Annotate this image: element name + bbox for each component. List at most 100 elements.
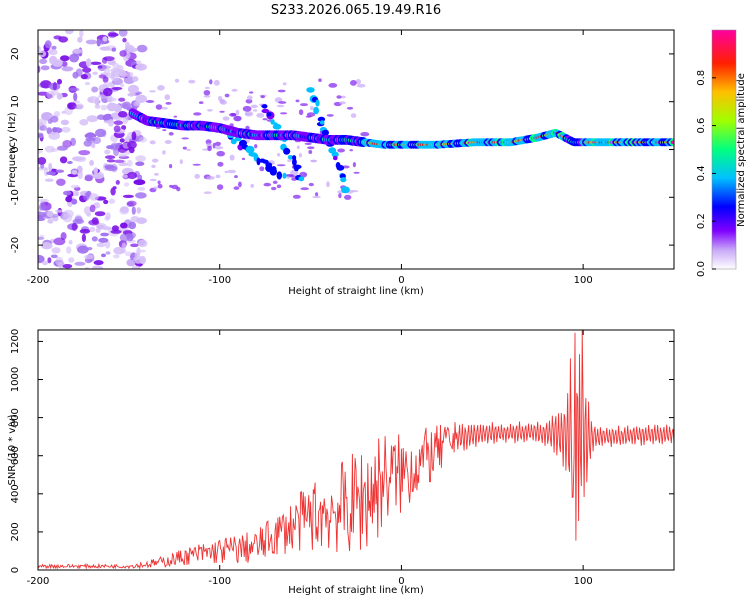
heatmap-scatter-blob [355,79,361,85]
y-tick-label: 0 [10,567,21,573]
heatmap-scatter-blob [259,166,265,172]
heatmap-noise-blob [71,198,78,205]
figure-title: S233.2026.065.19.49.R16 [271,3,441,18]
heatmap-scatter-blob [295,99,300,103]
heatmap-streak-blob [282,172,287,179]
heatmap-scatter-blob [169,184,173,188]
heatmap-scatter-blob [207,145,212,152]
heatmap-noise-blob [106,145,114,150]
heatmap-scatter-blob [203,95,211,98]
heatmap-scatter-blob [298,109,304,116]
heatmap-noise-blob [106,102,118,112]
heatmap-noise-blob [97,114,106,120]
heatmap-scatter-blob [276,164,286,167]
y-tick-label: 400 [10,484,21,503]
heatmap-noise-blob [135,60,142,65]
heatmap-noise-blob [68,239,73,245]
heatmap-noise-blob [83,206,92,215]
heatmap-noise-blob [139,249,146,253]
heatmap-noise-blob [77,170,83,180]
heatmap-noise-blob [125,41,130,50]
heatmap-noise-blob [39,202,47,211]
heatmap-noise-blob [68,87,80,92]
snr-x-ticks: -200 -100 0 100 [27,330,593,587]
heatmap-scatter-blob [315,192,319,197]
heatmap-noise-blob [56,178,66,186]
heatmap-scatter-blob [309,106,314,111]
y-tick-label: 10 [10,95,21,108]
heatmap-streak-blob [230,138,237,145]
heatmap-noise-blob [89,160,94,166]
heatmap-scatter-blob [164,94,171,101]
heatmap-noise-blob [103,199,109,205]
heatmap-noise-blob [106,94,113,103]
x-tick-label: 0 [398,576,404,587]
heatmap-noise-blob [53,35,62,40]
heatmap-noise-blob [79,119,89,126]
y-tick-label: -10 [10,189,21,205]
heatmap-scatter-blob [287,159,292,162]
heatmap-noise-blob [125,71,134,78]
heatmap-noise-blob [118,30,128,37]
heatmap-noise-blob [135,155,147,162]
heatmap-noise-blob [94,104,101,109]
heatmap-noise-blob [41,242,53,250]
heatmap-noise-blob [108,32,119,37]
heatmap-noise-blob [131,206,136,215]
heatmap-scatter-blob [318,78,322,82]
heatmap-noise-blob [130,243,139,248]
heatmap-scatter-blob [152,158,159,163]
heatmap-noise-blob [61,110,67,114]
heatmap-noise-blob [87,96,100,104]
heatmap-noise-blob [89,226,96,232]
heatmap-noise-blob [100,104,108,111]
heatmap-scatter-blob [157,85,165,91]
heatmap-noise-blob [122,101,132,110]
heatmap-noise-blob [92,71,98,76]
heatmap-noise-blob [38,236,45,240]
heatmap-noise-blob [46,210,54,218]
snr-x-label: Height of straight line (km) [288,585,424,596]
snr-panel: -200 -100 0 100 0 200 400 600 800 1000 1200 Heigh… [7,329,675,596]
heatmap-scatter-blob [280,112,288,115]
heatmap-streak-blob [333,155,338,161]
heatmap-scatter-blob [346,106,354,110]
snr-frame [37,329,675,571]
heatmap-noise-blob [111,86,123,91]
heatmap-scatter-blob [216,150,225,157]
heatmap-noise-blob [103,120,115,124]
heatmap-scatter-blob [350,113,357,118]
heatmap-noise-blob [79,228,91,234]
heatmap-noise-blob [85,132,96,139]
heatmap-streak-blob [287,155,294,160]
colorbar-label: Normalized spectral amplitude [736,73,747,227]
heatmap-noise-blob [112,254,120,259]
heatmap-scatter-blob [263,182,272,187]
heatmap-noise-blob [124,239,137,243]
heatmap-scatter-blob [308,150,313,154]
heatmap-noise-blob [72,156,82,161]
heatmap-scatter-blob [247,95,253,101]
heatmap-noise-blob [122,194,134,198]
heatmap-noise-blob [126,47,138,53]
heatmap-streak-blob [270,119,275,125]
heatmap-noise-blob [135,161,145,167]
x-tick-label: -100 [208,275,231,286]
heatmap-scatter-blob [250,183,254,188]
heatmap-scatter-blob [349,149,354,152]
heatmap-streak-blob [261,108,270,114]
heatmap-noise-blob [51,45,57,50]
heatmap-scatter-blob [203,191,212,194]
heatmap-noise-blob [123,182,130,187]
heatmap-noise-blob [48,162,53,172]
heatmap-noise-blob [38,254,45,264]
heatmap-noise-blob [103,67,111,75]
heatmap-scatter-blob [304,142,312,145]
heatmap-noise-blob [38,149,43,154]
heatmap-noise-blob [89,193,99,201]
heatmap-noise-blob [71,222,78,231]
heatmap-noise-blob [127,84,139,94]
heatmap-scatter-blob [222,116,230,121]
heatmap-streak-blob [340,177,347,183]
